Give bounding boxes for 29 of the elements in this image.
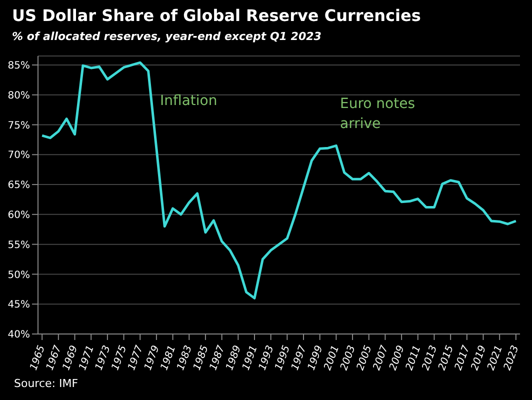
x-tick-label: 1973 (94, 344, 113, 372)
x-tick-label: 2023 (502, 344, 522, 372)
y-tick-label: 40% (8, 330, 30, 341)
y-tick-label: 85% (8, 60, 30, 72)
chart-title: US Dollar Share of Global Reserve Currencies (12, 6, 421, 25)
x-tick-label: 2011 (404, 344, 424, 372)
x-tick-label: 1995 (274, 344, 293, 372)
chart-subtitle: % of allocated reserves, year-end except Q1 2023 (12, 30, 322, 43)
y-tick-label: 45% (8, 300, 30, 311)
x-tick-label: 2021 (486, 344, 505, 372)
y-tick-label: 80% (8, 90, 30, 102)
line-series (40, 61, 518, 300)
y-tick-label: 75% (8, 120, 30, 132)
source-note: Source: IMF (14, 376, 78, 392)
x-tick-label: 1965 (28, 344, 48, 372)
y-tick-label: 50% (8, 270, 30, 281)
y-tick-label: 55% (8, 240, 30, 251)
y-tick-label: 70% (8, 150, 30, 162)
x-tick-label: 1987 (208, 344, 228, 372)
annotation: Euro notes arrive (340, 95, 416, 134)
y-tick-label: 60% (8, 210, 30, 221)
x-tick-label: 2005 (355, 344, 374, 372)
x-tick-label: 2015 (436, 344, 456, 372)
x-tick-label: 1993 (257, 344, 276, 372)
x-tick-label: 1999 (306, 344, 326, 372)
annotation: Inflation (160, 92, 218, 111)
x-tick-label: 2003 (338, 344, 358, 372)
x-tick-label: 2009 (388, 344, 407, 372)
y-tick-label: 65% (8, 180, 30, 192)
